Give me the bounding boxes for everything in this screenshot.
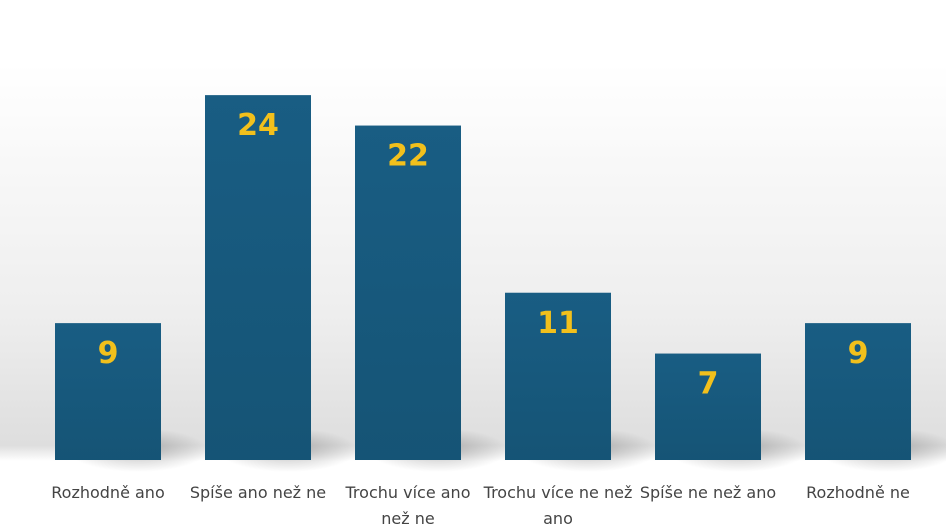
- bar-shade: [805, 323, 911, 460]
- x-tick-label: Spíše ne než ano: [639, 483, 777, 502]
- bar-shade: [655, 353, 761, 460]
- bar-shade: [205, 95, 311, 460]
- x-tick-label: Rozhodně ne: [806, 483, 910, 502]
- value-label: 11: [537, 306, 579, 341]
- value-label: 7: [698, 367, 719, 402]
- value-label: 24: [237, 108, 279, 143]
- bar-shade: [355, 125, 461, 460]
- value-label: 22: [387, 139, 429, 174]
- x-tick-label: Trochu více ano než ne: [345, 483, 471, 528]
- bar-shade: [55, 323, 161, 460]
- value-label: 9: [98, 336, 119, 371]
- bar-shade: [505, 292, 611, 460]
- x-tick-label: Spíše ano než ne: [189, 483, 327, 502]
- x-tick-label: Rozhodně ano: [51, 483, 165, 502]
- value-label: 9: [848, 336, 869, 371]
- x-tick-label: Trochu více ne než ano: [483, 483, 633, 528]
